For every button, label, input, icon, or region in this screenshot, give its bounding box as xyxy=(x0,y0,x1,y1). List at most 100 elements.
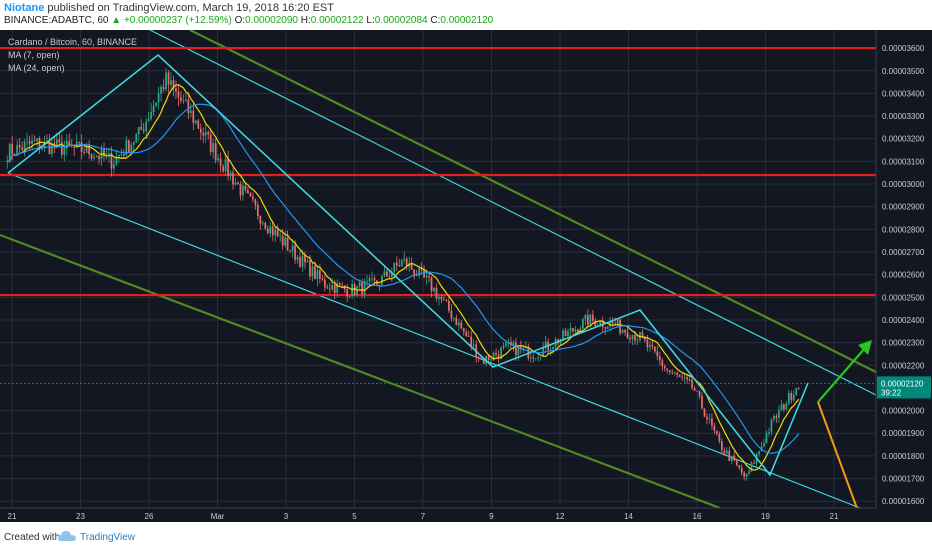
candle-body xyxy=(140,126,143,130)
candle-body xyxy=(738,465,741,468)
candle-body xyxy=(477,357,480,359)
candle-body xyxy=(189,110,192,114)
candle-body xyxy=(649,344,651,348)
candle-body xyxy=(11,143,14,155)
price-tick-label: 0.00002700 xyxy=(882,248,925,257)
candle-body xyxy=(301,255,304,267)
candle-body xyxy=(202,132,205,136)
candle-body xyxy=(390,272,393,277)
candle-body xyxy=(711,418,713,426)
candle-body xyxy=(589,314,592,325)
candle-body xyxy=(698,390,701,396)
candle-body xyxy=(222,166,224,172)
candle-body xyxy=(549,349,552,351)
candle-body xyxy=(18,144,21,148)
projection-arrows xyxy=(817,340,872,523)
candle-body xyxy=(93,156,95,159)
candle-body xyxy=(562,330,564,340)
candle-body xyxy=(448,300,450,311)
candle-body xyxy=(505,343,507,346)
price-tick-label: 0.00003600 xyxy=(882,44,925,53)
price-axis-bg xyxy=(876,30,932,522)
candle-body xyxy=(142,129,145,132)
candle-body xyxy=(438,296,440,299)
candle-body xyxy=(482,358,485,364)
candle-body xyxy=(85,144,88,153)
candle-body xyxy=(214,143,217,161)
price-chart[interactable]: 0.00003600 0.00003500 0.00003400 0.00003300… xyxy=(0,29,932,523)
candle-body xyxy=(227,158,229,176)
candle-body xyxy=(83,151,86,153)
candle-body xyxy=(532,357,535,359)
candle-body xyxy=(708,418,711,420)
candle-body xyxy=(348,295,351,297)
price-tick-label: 0.00002300 xyxy=(882,339,925,348)
chart-canvas[interactable]: 0.00003600 0.00003500 0.00003400 0.00003300… xyxy=(0,29,932,523)
candle-body xyxy=(314,266,316,280)
candle-body xyxy=(113,164,115,169)
green-arrow-head xyxy=(858,340,872,355)
candle-body xyxy=(663,366,666,369)
candle-body xyxy=(765,433,768,444)
price-tick-label: 0.00002000 xyxy=(882,407,925,416)
chart-title: Cardano / Bitcoin, 60, BINANCE xyxy=(8,37,137,47)
candle-body xyxy=(386,271,388,277)
candle-body xyxy=(306,260,309,263)
candle-body xyxy=(331,284,334,290)
candle-body xyxy=(423,269,425,278)
ohlc-h-label: H: xyxy=(300,15,311,26)
candle-body xyxy=(237,182,239,185)
candle-body xyxy=(443,299,445,301)
candle-body xyxy=(319,270,321,279)
zigzag-line xyxy=(7,53,809,477)
candle-body xyxy=(242,185,244,196)
candle-body xyxy=(361,282,363,295)
candle-body xyxy=(150,112,153,119)
candle-body xyxy=(192,110,195,123)
chart-background xyxy=(0,30,932,522)
cyan-channel-lower xyxy=(7,172,861,509)
candle-body xyxy=(753,462,755,464)
candle-body xyxy=(120,153,123,155)
candle-body xyxy=(90,154,93,159)
candle-body xyxy=(656,351,659,357)
candle-body xyxy=(745,473,748,477)
candle-body xyxy=(490,359,492,361)
candle-body xyxy=(234,182,237,185)
candle-body xyxy=(629,338,631,340)
candle-body xyxy=(425,275,428,278)
candle-body xyxy=(465,331,468,337)
time-tick-label: 12 xyxy=(556,512,565,521)
candle-body xyxy=(122,153,125,156)
candle-body xyxy=(259,215,262,224)
candle-body xyxy=(311,266,314,277)
candle-body xyxy=(204,132,207,136)
candle-body xyxy=(651,344,654,347)
last-price-value: 0.00002120 xyxy=(881,379,924,388)
change-text: ▲ +0.00000237 (+12.59%) xyxy=(111,15,232,26)
candle-body xyxy=(291,245,294,251)
candle-body xyxy=(405,258,408,267)
author-name[interactable]: Niotane xyxy=(4,2,45,14)
candle-body xyxy=(455,318,458,326)
candle-body xyxy=(435,288,438,299)
candle-body xyxy=(517,346,520,356)
time-axis[interactable]: 21 23 26 Mar 3 5 7 9 12 14 16 19 21 xyxy=(0,507,932,522)
candle-body xyxy=(103,148,105,157)
candle-body xyxy=(631,335,634,340)
candle-body xyxy=(676,372,679,375)
tradingview-brand[interactable]: TradingView xyxy=(80,532,136,543)
candle-body xyxy=(512,342,515,346)
candle-body xyxy=(529,357,532,359)
candle-body xyxy=(78,141,81,143)
candle-body xyxy=(177,91,180,98)
candle-body xyxy=(653,346,656,352)
candle-body xyxy=(795,388,798,396)
candle-body xyxy=(460,322,463,329)
horizontal-levels xyxy=(0,47,876,297)
candle-body xyxy=(194,120,197,123)
price-axis[interactable]: 0.00003600 0.00003500 0.00003400 0.00003300… xyxy=(0,30,932,522)
candle-body xyxy=(160,86,162,94)
candle-body xyxy=(388,276,391,278)
candle-body xyxy=(279,235,282,237)
